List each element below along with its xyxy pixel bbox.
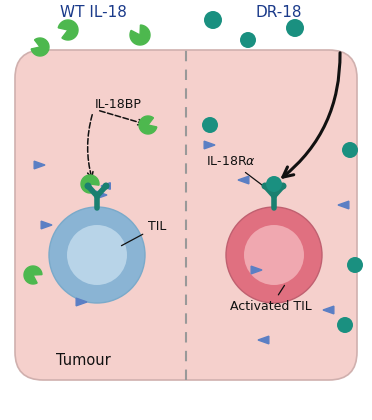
Polygon shape [323,306,334,314]
Polygon shape [41,221,52,229]
Circle shape [226,207,322,303]
Polygon shape [251,266,262,274]
Circle shape [49,207,145,303]
Polygon shape [34,161,45,169]
Polygon shape [101,183,110,189]
Text: WT IL-18: WT IL-18 [60,5,126,20]
Circle shape [202,117,218,133]
Circle shape [279,183,286,189]
Circle shape [286,19,304,37]
Polygon shape [238,176,249,184]
Polygon shape [76,298,87,306]
Polygon shape [338,201,349,209]
Polygon shape [96,191,107,199]
Circle shape [103,183,109,189]
Polygon shape [204,141,215,149]
Circle shape [67,225,127,285]
Text: IL-18BP: IL-18BP [95,99,142,111]
Circle shape [204,11,222,29]
Polygon shape [258,336,269,344]
Text: TIL: TIL [121,220,166,246]
FancyBboxPatch shape [15,50,357,380]
Circle shape [342,142,358,158]
Circle shape [266,176,282,192]
Text: Activated TIL: Activated TIL [230,285,312,313]
Polygon shape [139,116,157,134]
Polygon shape [58,20,78,40]
Circle shape [240,32,256,48]
Polygon shape [31,38,49,56]
Polygon shape [24,266,42,284]
Circle shape [337,317,353,333]
Circle shape [347,257,363,273]
Circle shape [244,225,304,285]
Polygon shape [130,25,150,45]
Text: IL-18R$\alpha$: IL-18R$\alpha$ [206,155,264,186]
Circle shape [262,183,269,189]
Circle shape [84,183,92,189]
Polygon shape [81,175,99,193]
Text: DR-18: DR-18 [256,5,302,20]
Text: Tumour: Tumour [56,353,110,368]
